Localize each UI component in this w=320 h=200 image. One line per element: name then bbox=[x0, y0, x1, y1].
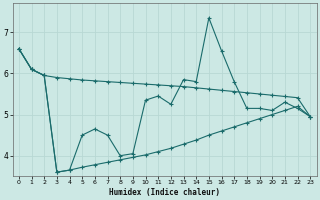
X-axis label: Humidex (Indice chaleur): Humidex (Indice chaleur) bbox=[109, 188, 220, 197]
